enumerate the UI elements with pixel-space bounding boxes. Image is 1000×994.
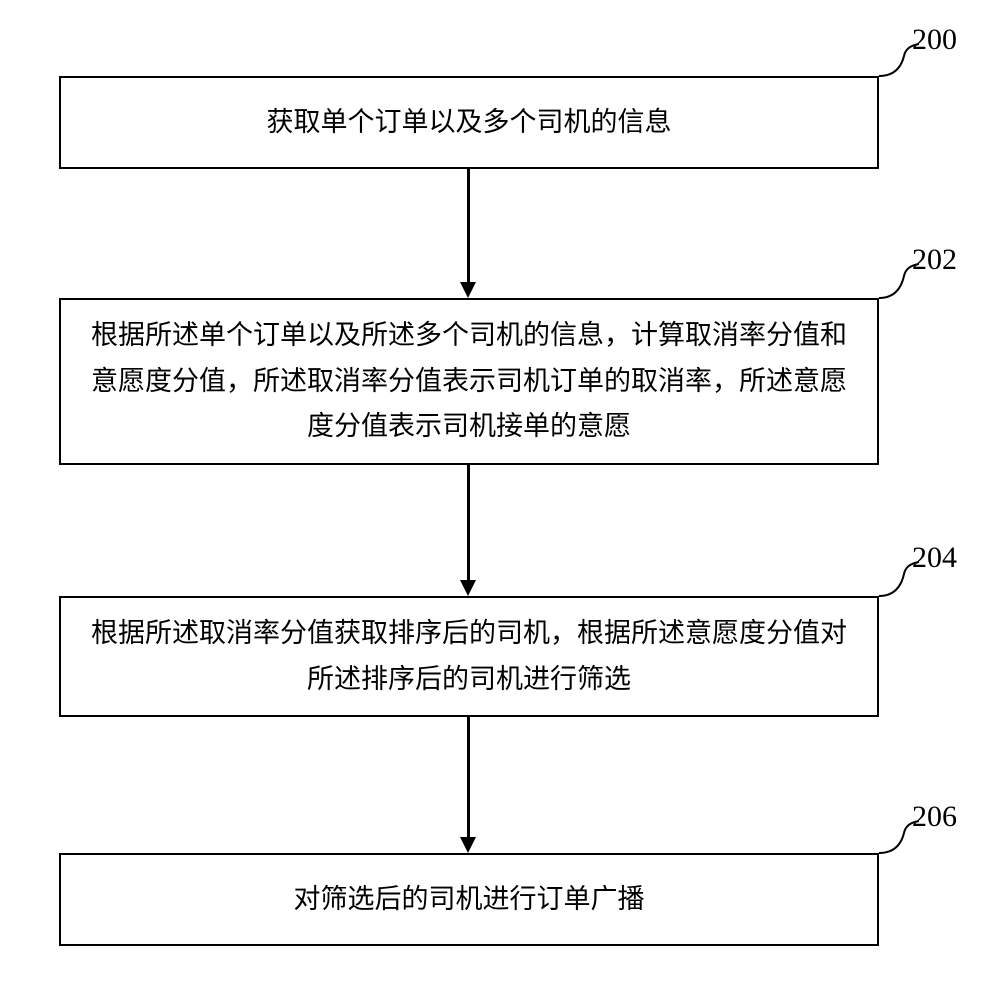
arrow-head-2 <box>460 580 476 596</box>
step-label-206: 206 <box>912 800 957 834</box>
arrow-head-3 <box>460 837 476 853</box>
step-label-200: 200 <box>912 23 957 57</box>
step-box-204: 根据所述取消率分值获取排序后的司机，根据所述意愿度分值对所述排序后的司机进行筛选 <box>59 596 879 717</box>
step-label-204: 204 <box>912 541 957 575</box>
step-text-202: 根据所述单个订单以及所述多个司机的信息，计算取消率分值和意愿度分值，所述取消率分… <box>91 313 847 451</box>
arrow-1 <box>467 169 470 282</box>
flowchart-container: 获取单个订单以及多个司机的信息 200 根据所述单个订单以及所述多个司机的信息，… <box>0 0 1000 994</box>
step-text-204: 根据所述取消率分值获取排序后的司机，根据所述意愿度分值对所述排序后的司机进行筛选 <box>91 611 847 703</box>
step-box-202: 根据所述单个订单以及所述多个司机的信息，计算取消率分值和意愿度分值，所述取消率分… <box>59 298 879 465</box>
step-text-206: 对筛选后的司机进行订单广播 <box>294 877 645 923</box>
arrow-head-1 <box>460 282 476 298</box>
step-text-200: 获取单个订单以及多个司机的信息 <box>267 100 672 146</box>
step-box-200: 获取单个订单以及多个司机的信息 <box>59 76 879 169</box>
step-box-206: 对筛选后的司机进行订单广播 <box>59 853 879 946</box>
step-label-202: 202 <box>912 243 957 277</box>
arrow-2 <box>467 465 470 580</box>
arrow-3 <box>467 717 470 837</box>
